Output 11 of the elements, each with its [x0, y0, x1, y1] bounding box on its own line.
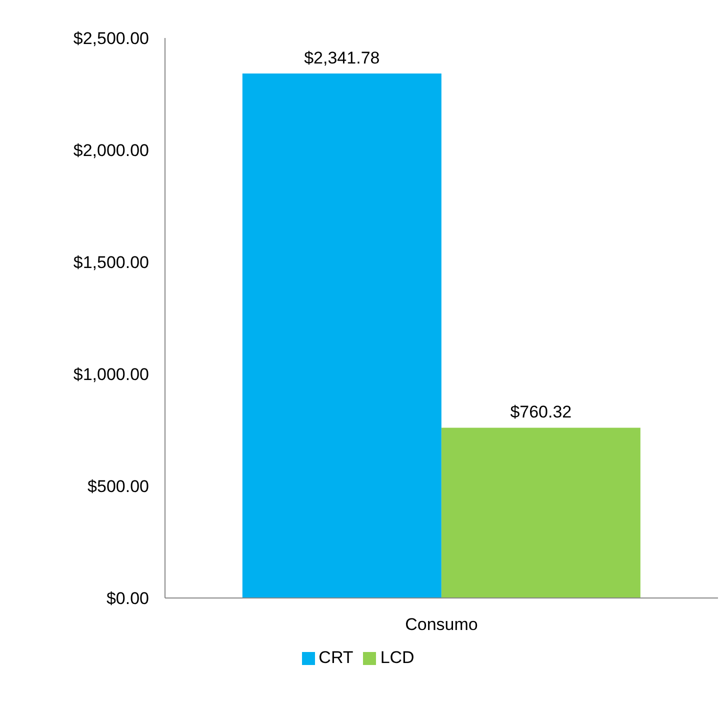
y-tick-label: $500.00 [88, 477, 149, 496]
legend-label: CRT [318, 648, 354, 667]
x-tick-label: Consumo [405, 615, 478, 634]
data-label: $2,341.78 [304, 48, 380, 68]
y-tick-label: $0.00 [106, 589, 149, 608]
y-tick-label: $2,000.00 [73, 141, 149, 160]
y-tick-label: $1,500.00 [73, 253, 149, 272]
y-tick-label: $2,500.00 [73, 29, 149, 48]
legend-label: LCD [380, 648, 414, 667]
y-tick-label: $1,000.00 [73, 365, 149, 384]
data-label: $760.32 [510, 402, 572, 422]
